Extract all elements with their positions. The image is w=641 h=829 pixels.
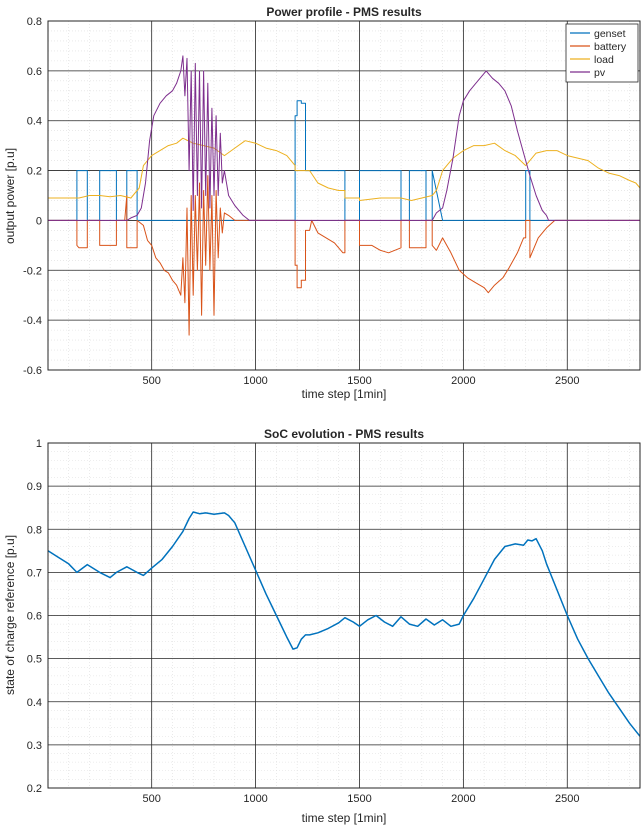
soc-y-tick-label: 0.8 [27, 524, 42, 536]
power-y-tick-label: 0 [36, 215, 42, 227]
soc-y-tick-label: 0.5 [27, 654, 42, 666]
soc-y-ticks: 0.2 0.3 0.4 0.5 0.6 0.7 0.8 0.9 1 [27, 438, 42, 795]
power-profile-chart: -0.6 -0.4 -0.2 0 0.2 0.4 0.6 0.8 500 1000 1500 200… [3, 5, 641, 401]
soc-minor-grid [48, 442, 640, 789]
power-y-tick-label: -0.2 [23, 265, 42, 277]
soc-evolution-chart: 0.2 0.3 0.4 0.5 0.6 0.7 0.8 0.9 1 500 1000 1500 200… [3, 427, 641, 825]
power-x-ticks: 500 1000 1500 2000 2500 [143, 375, 580, 387]
power-series-load [48, 137, 641, 201]
power-plot-frame [47, 20, 641, 371]
soc-x-tick-label: 2000 [451, 793, 475, 805]
soc-y-tick-label: 0.3 [27, 740, 42, 752]
soc-x-tick-label: 500 [143, 793, 161, 805]
power-chart-title: Power profile - PMS results [266, 5, 422, 19]
soc-y-tick-label: 0.2 [27, 783, 42, 795]
soc-y-axis-label: state of charge reference [p.u] [3, 535, 17, 695]
power-plot-area [48, 21, 640, 370]
soc-y-tick-label: 0.6 [27, 611, 42, 623]
legend-label-load: load [594, 54, 614, 66]
power-y-tick-label: 0.2 [27, 166, 42, 178]
power-y-tick-label: -0.4 [23, 315, 42, 327]
soc-x-axis-label: time step [1min] [302, 811, 387, 825]
soc-series-layer [47, 511, 641, 737]
soc-series-line0 [47, 511, 641, 737]
power-x-tick-label: 1000 [243, 375, 267, 387]
soc-y-tick-label: 0.9 [27, 481, 42, 493]
power-x-tick-label: 500 [143, 375, 161, 387]
legend-label-pv: pv [594, 67, 606, 79]
power-series-genset [48, 100, 640, 221]
soc-x-ticks: 500 1000 1500 2000 2500 [143, 793, 580, 805]
power-x-tick-label: 2000 [451, 375, 475, 387]
soc-plot-frame [47, 442, 641, 789]
soc-x-tick-label: 1500 [347, 793, 371, 805]
power-series-layer [48, 55, 641, 336]
soc-y-tick-label: 1 [36, 438, 42, 450]
legend-label-battery: battery [594, 41, 627, 53]
power-y-tick-label: 0.8 [27, 16, 42, 28]
power-y-tick-label: 0.4 [27, 116, 42, 128]
soc-x-tick-label: 1000 [243, 793, 267, 805]
power-y-axis-label: output power [p.u] [3, 148, 17, 244]
power-y-tick-label: 0.6 [27, 66, 42, 78]
soc-y-tick-label: 0.4 [27, 697, 42, 709]
power-x-tick-label: 1500 [347, 375, 371, 387]
soc-x-tick-label: 2500 [555, 793, 579, 805]
soc-chart-title: SoC evolution - PMS results [264, 427, 424, 441]
power-y-ticks: -0.6 -0.4 -0.2 0 0.2 0.4 0.6 0.8 [23, 16, 42, 377]
legend-label-genset: genset [594, 28, 626, 40]
power-y-tick-label: -0.6 [23, 365, 42, 377]
power-x-tick-label: 2500 [555, 375, 579, 387]
power-series-pv [48, 55, 640, 221]
soc-y-tick-label: 0.7 [27, 567, 42, 579]
power-x-axis-label: time step [1min] [302, 387, 387, 401]
